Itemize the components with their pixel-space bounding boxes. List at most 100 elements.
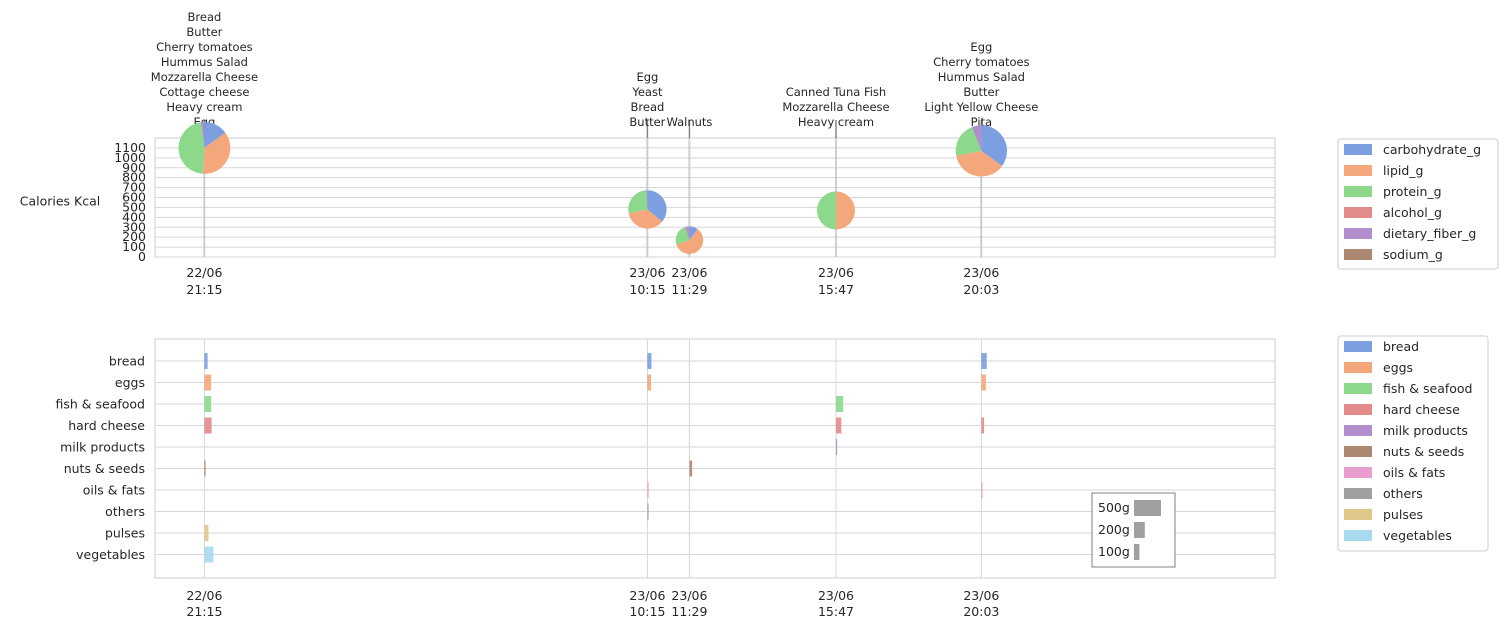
category-label: hard cheese [68, 418, 145, 433]
x-tick-time: 15:47 [818, 282, 854, 297]
nutrient-legend: carbohydrate_g lipid_g protein_g alcohol_gd… [1337, 138, 1499, 270]
pie-slice-dietary_fiber_g [971, 125, 982, 151]
x-tick-date: 23/06 [818, 588, 854, 603]
pie-slice-lipid_g [676, 228, 704, 254]
category-label: fish & seafood [56, 397, 146, 412]
legend-label: fish & seafood [1383, 381, 1473, 396]
x-tick-date: 23/06 [671, 588, 707, 603]
y-tick-label: 300 [122, 219, 146, 234]
x-tick-date: 23/06 [671, 265, 707, 280]
y-tick-label: 1100 [114, 140, 146, 155]
pie-slice-lipid_g [628, 209, 663, 229]
x-tick-date: 23/06 [629, 265, 665, 280]
x-tick-date: 23/06 [629, 588, 665, 603]
meal-food-label: Egg [636, 70, 658, 84]
y-tick-label: 0 [138, 249, 146, 264]
pie-slice-protein_g [675, 226, 690, 245]
food-bar [981, 482, 983, 498]
weight-scale-legend: 500g 200g 100g [1091, 492, 1176, 568]
y-tick-label: 100 [122, 239, 146, 254]
food-bar [204, 417, 212, 434]
y-tick-label: 500 [122, 199, 146, 214]
scale-label: 200g [1098, 522, 1130, 537]
y-tick-label: 400 [122, 209, 146, 224]
meal-food-label: Butter [963, 85, 999, 99]
food-bar [835, 439, 838, 455]
x-tick-time: 10:15 [629, 282, 665, 297]
scale-bar [1134, 544, 1140, 560]
legend-swatch [1344, 341, 1372, 352]
meal-food-label: Egg [970, 40, 992, 54]
meal-food-label: Mozzarella Cheese [151, 70, 258, 84]
food-group-bar-panel: bread eggs fish & seafood hard cheese milk p… [56, 338, 1276, 619]
x-tick-time: 15:47 [818, 604, 854, 619]
meal-food-label: Hummus Salad [938, 70, 1025, 84]
pie-slice-dietary_fiber_g [201, 122, 205, 148]
category-label: pulses [105, 526, 145, 541]
scale-label: 500g [1098, 500, 1130, 515]
category-label: bread [109, 354, 145, 369]
x-tick-time: 21:15 [186, 604, 222, 619]
legend-label: oils & fats [1383, 465, 1445, 480]
pie-slice-lipid_g [202, 132, 231, 174]
scale-bar [1134, 500, 1161, 516]
x-tick-date: 22/06 [186, 588, 222, 603]
legend-frame [1337, 138, 1499, 270]
food-bar [204, 460, 206, 477]
legend-swatch [1344, 207, 1372, 218]
legend-label: bread [1383, 339, 1419, 354]
legend-swatch [1344, 404, 1372, 415]
pie-slice-carbohydrate_g [647, 190, 667, 222]
legend-swatch [1344, 144, 1372, 155]
meal-food-label: Bread [631, 100, 665, 114]
category-label: eggs [115, 375, 145, 390]
x-tick-time: 20:03 [963, 604, 999, 619]
meal-food-label: Cottage cheese [159, 85, 249, 99]
x-tick-time: 11:29 [671, 282, 707, 297]
food-bar [835, 396, 844, 412]
pie-slice-protein_g [628, 190, 648, 213]
y-tick-label: 600 [122, 190, 146, 205]
legend-label: lipid_g [1383, 163, 1423, 178]
legend-label: pulses [1383, 507, 1423, 522]
pie-slice-protein_g [178, 122, 205, 174]
food-bar [204, 546, 214, 563]
legend-label: carbohydrate_g [1383, 142, 1481, 157]
x-tick-date: 23/06 [818, 265, 854, 280]
legend-swatch [1344, 425, 1372, 436]
legend-swatch [1344, 383, 1372, 394]
legend-swatch [1344, 228, 1372, 239]
legend-label: alcohol_g [1383, 205, 1442, 220]
food-bar [981, 417, 985, 434]
y-tick-label: 1000 [114, 150, 146, 165]
y-tick-label: 900 [122, 160, 146, 175]
meal-food-label: Yeast [631, 85, 663, 99]
legend-label: eggs [1383, 360, 1413, 375]
food-group-legend: bread eggs fish & seafood hard cheese milk p… [1337, 335, 1489, 552]
category-label: nuts & seeds [64, 461, 145, 476]
legend-label: dietary_fiber_g [1383, 226, 1476, 241]
x-tick-time: 20:03 [963, 282, 999, 297]
meal-food-label: Mozzarella Cheese [782, 100, 889, 114]
pie-slice-carbohydrate_g [204, 122, 226, 148]
pie-slice-protein_g [816, 191, 836, 230]
meal-food-label: Butter [186, 25, 222, 39]
legend-swatch [1344, 467, 1372, 478]
meal-food-label: Hummus Salad [161, 55, 248, 69]
y-tick-label: 700 [122, 180, 146, 195]
meal-food-label: Cherry tomatoes [933, 55, 1030, 69]
food-bar [981, 353, 987, 369]
legend-swatch [1344, 362, 1372, 373]
meal-food-label: Cherry tomatoes [156, 40, 253, 54]
pie-slice-carbohydrate_g [689, 226, 698, 241]
food-bar [647, 353, 652, 369]
category-label: milk products [60, 440, 145, 455]
legend-label: sodium_g [1383, 247, 1443, 262]
meal-food-label: Bread [188, 10, 222, 24]
legend-swatch [1344, 488, 1372, 499]
meal-food-label: Light Yellow Cheese [924, 100, 1038, 114]
scale-frame [1091, 492, 1176, 568]
food-bar [204, 353, 208, 369]
category-label: vegetables [76, 547, 145, 562]
legend-swatch [1344, 249, 1372, 260]
